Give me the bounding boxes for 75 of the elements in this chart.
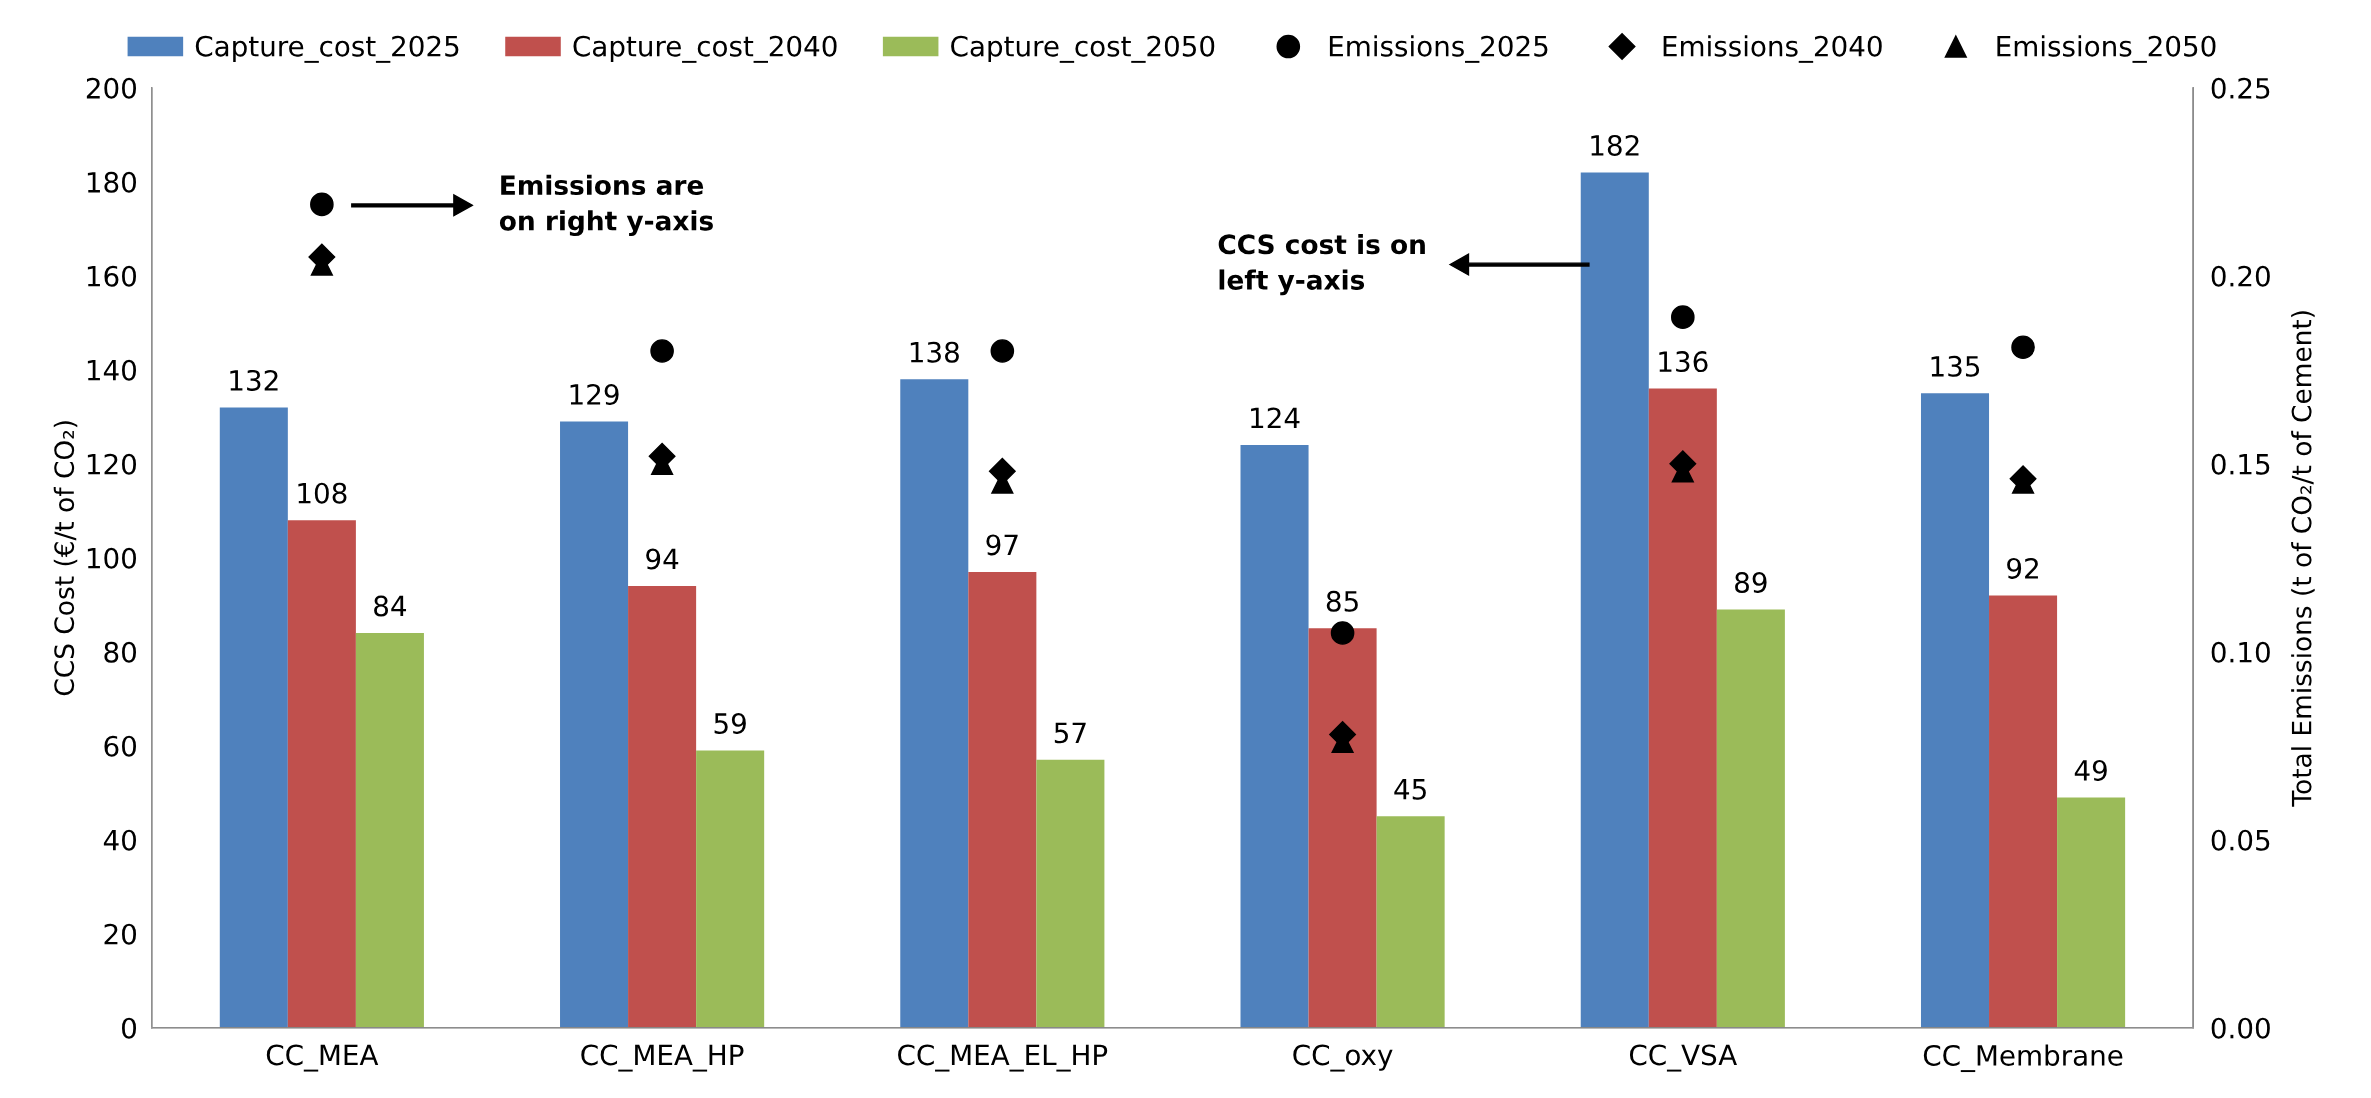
bar xyxy=(900,379,969,1028)
annotation: Emissions are on right y-axis xyxy=(499,174,713,236)
x-tick-label: CC_oxy xyxy=(1293,1044,1393,1072)
y-tick-label: 160 xyxy=(87,265,137,287)
bar xyxy=(287,520,356,1028)
data-label: 59 xyxy=(714,712,746,734)
y-axis-title: CCS Cost (€/t of CO₂) xyxy=(53,421,78,696)
legend-label: Emissions_2025 xyxy=(1329,35,1548,63)
bar xyxy=(1036,759,1105,1028)
data-label: 84 xyxy=(374,595,407,617)
legend-label: Capture_cost_2040 xyxy=(573,35,837,63)
x-tick-label: CC_VSA xyxy=(1629,1044,1737,1072)
data-label: 97 xyxy=(986,534,1018,556)
y-tick-label: 80 xyxy=(104,641,137,663)
point xyxy=(1671,305,1695,329)
y-tick-label: 140 xyxy=(87,359,137,381)
data-label: 132 xyxy=(230,369,278,391)
point xyxy=(310,192,334,217)
legend-label: Capture_cost_2050 xyxy=(951,35,1215,63)
bar xyxy=(1240,445,1309,1028)
y2-axis-title: Total Emissions (t of CO₂/t of Cement) xyxy=(2291,311,2315,807)
bar xyxy=(355,632,424,1028)
data-label: 45 xyxy=(1394,779,1426,800)
y2-tick-label: 0.00 xyxy=(2211,1017,2270,1039)
y-tick-label: 0 xyxy=(122,1017,137,1039)
point xyxy=(1330,621,1355,645)
bar xyxy=(219,407,288,1028)
bar xyxy=(628,585,697,1028)
bar xyxy=(1308,628,1377,1028)
x-tick-label: CC_MEA xyxy=(266,1044,379,1072)
point xyxy=(650,339,674,363)
y2-tick-label: 0.20 xyxy=(2211,265,2270,287)
y2-tick-label: 0.05 xyxy=(2211,829,2270,851)
legend-label: Capture_cost_2025 xyxy=(195,35,459,63)
bar xyxy=(2057,797,2126,1028)
point xyxy=(990,339,1015,363)
bar xyxy=(1989,595,2058,1028)
data-label: 92 xyxy=(2007,557,2038,579)
y2-tick-label: 0.25 xyxy=(2211,77,2270,99)
y2-tick-label: 0.10 xyxy=(2211,641,2270,663)
y-tick-label: 200 xyxy=(86,77,137,99)
y-tick-label: 120 xyxy=(87,453,137,475)
x-tick-label: CC_MEA_EL_HP xyxy=(898,1044,1108,1072)
data-label: 124 xyxy=(1251,407,1300,429)
data-label: 138 xyxy=(910,341,959,363)
y-tick-label: 60 xyxy=(104,735,137,757)
annotation: CCS cost is on left y-axis xyxy=(1218,233,1425,296)
bar xyxy=(1376,816,1445,1028)
bar xyxy=(560,421,629,1028)
bar xyxy=(1716,609,1785,1028)
point xyxy=(2011,335,2035,360)
data-label: 89 xyxy=(1735,571,1767,593)
data-label: 57 xyxy=(1054,722,1086,744)
y-tick-label: 20 xyxy=(104,923,137,945)
bar xyxy=(1920,393,1990,1028)
bar xyxy=(696,750,765,1028)
data-label: 94 xyxy=(646,548,679,570)
data-label: 136 xyxy=(1659,351,1708,373)
data-label: 108 xyxy=(298,482,347,504)
x-tick-label: CC_Membrane xyxy=(1923,1044,2123,1073)
y-tick-label: 180 xyxy=(87,171,137,193)
legend-label: Emissions_2040 xyxy=(1663,35,1882,63)
legend-label: Emissions_2050 xyxy=(1997,35,2216,63)
bar xyxy=(968,571,1037,1028)
y-tick-label: 100 xyxy=(87,547,137,569)
data-label: 182 xyxy=(1591,134,1639,156)
data-label: 85 xyxy=(1326,590,1358,612)
x-tick-label: CC_MEA_HP xyxy=(581,1044,744,1072)
y2-tick-label: 0.15 xyxy=(2211,453,2270,475)
bar xyxy=(1648,388,1717,1028)
data-label: 49 xyxy=(2074,759,2107,781)
data-label: 135 xyxy=(1931,355,1980,377)
data-label: 129 xyxy=(570,384,619,406)
y-tick-label: 40 xyxy=(103,829,137,851)
bar xyxy=(1580,172,1649,1028)
